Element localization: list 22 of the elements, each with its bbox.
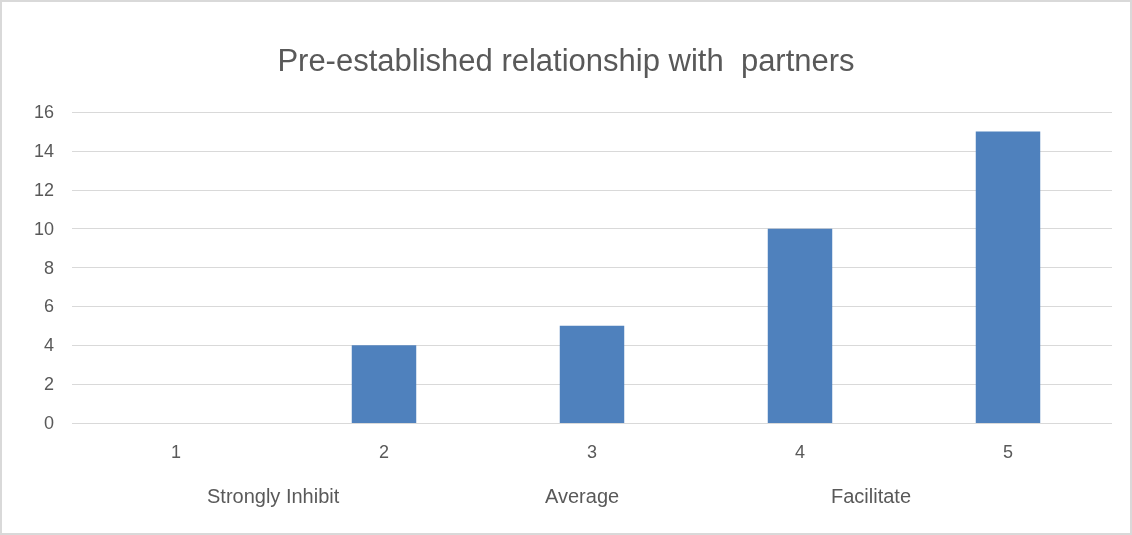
y-tick-label: 0 [43, 413, 54, 433]
y-tick-label: 8 [43, 257, 54, 278]
chart-title: Pre-established relationship with partners [277, 43, 855, 78]
y-tick-label: 14 [33, 140, 54, 161]
y-tick-label: 6 [43, 296, 54, 317]
bar [975, 131, 1041, 423]
text: Strongly Inhibit [207, 485, 340, 507]
x-tick-label: 4 [794, 442, 806, 462]
bar [351, 345, 417, 423]
y-tick-label: 12 [33, 179, 54, 200]
text: Average [545, 485, 620, 507]
x-tick-label: 3 [586, 442, 598, 462]
y-tick-label: 2 [43, 374, 54, 395]
y-tick-label: 16 [33, 102, 54, 122]
bar [767, 228, 833, 423]
bar [559, 325, 625, 423]
x-tick-label: 2 [378, 442, 390, 462]
y-tick-label: 4 [43, 335, 54, 356]
x-tick-label: 1 [170, 442, 182, 462]
x-tick-label: 5 [1002, 442, 1014, 462]
y-tick-label: 10 [33, 218, 54, 239]
text: Facilitate [831, 485, 912, 507]
